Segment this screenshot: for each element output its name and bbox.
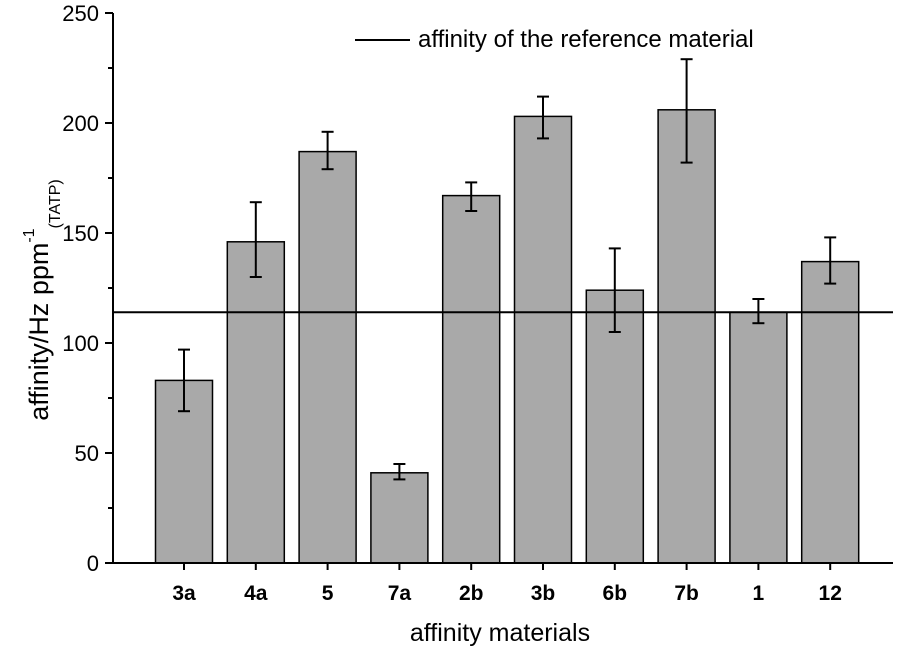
bar-2b bbox=[441, 194, 501, 564]
x-tick-label: 12 bbox=[819, 582, 842, 605]
x-tick-label: 5 bbox=[322, 582, 334, 605]
bar-7a bbox=[370, 472, 429, 564]
bar-4a bbox=[226, 241, 286, 564]
x-tick-label: 6b bbox=[603, 582, 628, 605]
bar-3b bbox=[513, 115, 573, 564]
y-axis-label: affinity/Hz ppm-1 (TATP) bbox=[21, 179, 64, 420]
bar-5 bbox=[298, 150, 357, 564]
y-tick-label: 200 bbox=[62, 111, 99, 136]
x-tick-label: 7b bbox=[674, 582, 699, 605]
bar-1 bbox=[729, 311, 788, 564]
y-tick-label: 150 bbox=[62, 221, 99, 246]
y-axis-label-main: affinity/Hz ppm bbox=[24, 243, 54, 421]
x-tick-label: 4a bbox=[244, 582, 268, 605]
x-axis-label: affinity materials bbox=[410, 619, 590, 647]
y-tick-label: 0 bbox=[87, 551, 99, 576]
y-tick-label: 250 bbox=[62, 1, 99, 26]
y-axis-label-sup: -1 bbox=[21, 228, 38, 242]
y-tick-label: 100 bbox=[62, 331, 99, 356]
x-tick-label: 7a bbox=[388, 582, 412, 605]
legend: affinity of the reference material bbox=[355, 26, 754, 53]
bar-7b bbox=[657, 109, 716, 564]
x-tick-label: 2b bbox=[459, 582, 484, 605]
y-axis-label-sub: (TATP) bbox=[47, 179, 64, 228]
x-tick-label: 1 bbox=[753, 582, 765, 605]
bar-12 bbox=[800, 260, 860, 564]
x-tick-label: 3b bbox=[531, 582, 556, 605]
x-tick-label: 3a bbox=[172, 582, 196, 605]
y-tick-label: 50 bbox=[75, 441, 99, 466]
legend-reference-label: affinity of the reference material bbox=[418, 26, 754, 53]
